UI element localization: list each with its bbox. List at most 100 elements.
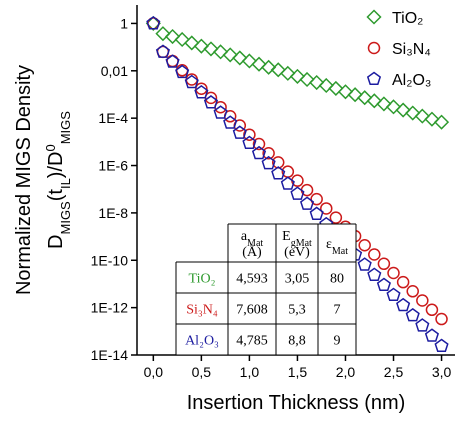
marker	[367, 267, 382, 281]
marker	[270, 62, 286, 78]
marker	[309, 206, 324, 220]
marker	[310, 192, 323, 206]
marker	[366, 93, 382, 109]
marker	[262, 147, 275, 160]
text-part: (t	[45, 189, 67, 202]
table-cell: 9	[334, 334, 341, 349]
marker	[318, 77, 334, 94]
legend-label: Al₂O₃	[392, 72, 431, 89]
table-header: εMat	[326, 237, 348, 257]
text-part: ε	[326, 237, 332, 252]
table-header: EgMat	[282, 229, 312, 249]
marker	[174, 31, 190, 48]
table-header-unit: (Å)	[242, 244, 262, 260]
marker	[396, 275, 410, 289]
marker	[425, 303, 439, 317]
marker	[261, 59, 277, 75]
y-tick-label: 0,01	[101, 63, 128, 79]
marker	[337, 84, 354, 100]
text-part: a	[241, 229, 248, 244]
marker	[155, 44, 171, 58]
marker	[271, 166, 286, 180]
marker	[434, 338, 449, 353]
marker	[242, 135, 257, 150]
table-header-unit: (eV)	[284, 245, 310, 260]
marker	[232, 125, 247, 139]
marker	[195, 82, 208, 95]
text-part: Mat	[247, 238, 263, 249]
text-part: IL	[58, 178, 73, 189]
marker	[357, 90, 373, 106]
marker	[433, 114, 450, 130]
table-header-bg	[228, 224, 356, 262]
table-cell: 5,3	[288, 303, 306, 318]
table-cell: 7	[334, 303, 341, 318]
legend-label: Si₃N₄	[392, 41, 431, 58]
marker	[385, 99, 402, 115]
table-cell: 8,8	[288, 334, 306, 349]
marker	[377, 257, 391, 271]
marker	[290, 186, 305, 200]
marker	[414, 108, 430, 124]
text-part: )/D	[45, 152, 67, 179]
marker	[184, 74, 199, 89]
marker	[435, 312, 448, 326]
legend-marker	[366, 71, 382, 86]
y-tick-label: 1E-14	[91, 347, 129, 363]
table-cell: 3,05	[285, 272, 310, 287]
y-tick-label: 1	[120, 15, 128, 31]
marker	[329, 211, 343, 224]
marker	[358, 239, 371, 252]
table-cell: 80	[330, 272, 344, 287]
marker	[251, 145, 267, 160]
text-part: MIGS	[58, 111, 73, 145]
marker	[164, 28, 181, 45]
y-tick-label: 1E-10	[91, 252, 129, 268]
table-bg	[176, 262, 356, 355]
marker	[252, 137, 266, 151]
marker	[405, 105, 421, 121]
marker	[193, 38, 209, 54]
marker	[146, 16, 161, 30]
marker	[223, 115, 238, 129]
legend-marker	[367, 41, 381, 55]
text-part: Normalized MIGS Density	[13, 65, 35, 295]
legend-label: TiO₂	[392, 10, 423, 27]
marker	[213, 105, 228, 119]
marker	[155, 26, 171, 42]
marker	[406, 285, 419, 298]
y-tick-label: 1E-8	[98, 205, 128, 221]
table-row-label: Al₂O₃	[185, 334, 219, 349]
text-part: E	[282, 229, 291, 244]
marker	[241, 53, 257, 69]
y-axis-title: Normalized MIGS Density	[13, 65, 35, 295]
marker	[395, 102, 411, 118]
marker	[165, 54, 180, 68]
marker	[376, 277, 391, 292]
table-cell: 4,785	[236, 334, 268, 349]
table-header: aMat	[241, 229, 264, 249]
marker	[376, 96, 392, 112]
marker	[203, 41, 219, 57]
legend-marker	[366, 9, 382, 25]
marker	[213, 44, 229, 60]
x-tick-label: 0,0	[144, 364, 164, 380]
marker	[222, 47, 238, 63]
x-tick-label: 2,0	[336, 364, 356, 380]
marker	[415, 318, 430, 332]
marker	[299, 196, 315, 210]
marker	[357, 257, 372, 271]
marker	[232, 50, 248, 66]
marker	[184, 35, 200, 51]
marker	[280, 65, 296, 81]
y-tick-label: 1E-4	[98, 110, 128, 126]
text-part: 0	[43, 144, 58, 151]
text-part: Mat	[332, 246, 348, 257]
y-tick-label: 1E-6	[98, 158, 128, 174]
marker	[299, 71, 315, 88]
text-part: gMat	[291, 238, 312, 249]
marker	[320, 202, 333, 215]
marker	[416, 294, 429, 307]
table-row-label: Si₃N₄	[186, 303, 218, 318]
